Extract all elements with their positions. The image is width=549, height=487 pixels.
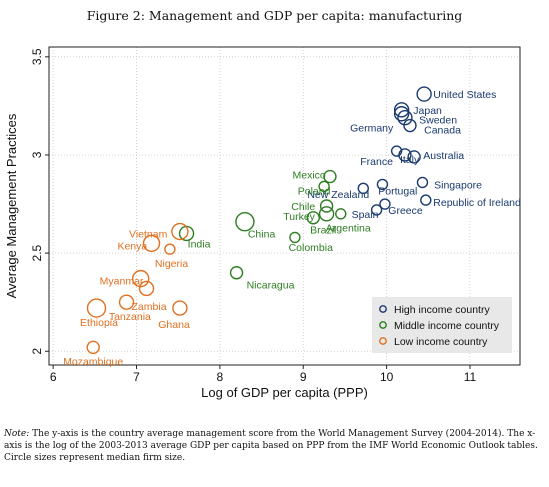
point-label: Colombia [289,242,334,254]
data-point [357,182,369,195]
y-tick-label: 3.5 [30,48,44,65]
data-point [164,243,176,255]
legend-label: Low income country [394,336,488,348]
point-label: Brazil [310,225,336,237]
y-tick-label: 3 [30,151,44,158]
point-label: France [360,156,393,168]
point-label: Mozambique [63,356,123,368]
x-tick-label: 11 [464,370,477,384]
point-label: Myanmar [100,276,144,288]
data-point [289,231,301,244]
point-label: Canada [424,124,461,136]
legend-label: High income country [394,304,490,316]
data-point [142,234,161,252]
data-point [172,300,188,316]
legend-marker [379,305,387,313]
data-point [390,145,403,157]
y-tick-label: 2 [30,348,44,355]
note-text: The y-axis is the country average manage… [4,429,538,463]
data-point [379,198,391,210]
point-label: Ethiopia [80,317,118,329]
point-label: Germany [350,122,394,134]
x-tick-label: 10 [380,370,394,384]
data-point [235,212,255,232]
point-label: Italy [400,154,420,166]
data-point [318,206,335,222]
point-label: Poland [298,185,331,197]
data-point [393,106,410,122]
data-point [416,176,429,189]
point-label: Greece [388,205,423,217]
figure-note: Note: The y-axis is the country average … [4,428,542,464]
data-point [131,269,150,288]
x-tick-label: 8 [217,370,224,384]
point-label: Turkey [283,211,315,223]
figure-title: Figure 2: Management and GDP per capita:… [86,8,463,23]
data-point [229,266,244,280]
y-axis-label: Average Management Practices [4,113,19,298]
data-point [397,109,413,126]
point-label: Australia [423,150,464,162]
point-label: Nicaragua [247,280,295,292]
point-label: Sweden [419,115,457,127]
point-label: Japan [413,105,442,117]
data-point [319,199,334,213]
data-point [376,178,389,191]
point-label: Kenya [117,240,147,252]
point-label: Argentina [326,223,371,235]
data-point [118,294,135,310]
data-point [323,169,337,184]
point-label: Ghana [158,319,190,331]
data-point [407,150,421,164]
point-label: Nigeria [155,258,188,270]
legend-marker [379,321,387,329]
point-label: Zambia [132,301,167,313]
x-tick-label: 9 [300,370,307,384]
data-point [370,204,383,216]
data-point [335,208,347,220]
legend-marker [379,337,387,345]
data-point [138,280,155,297]
point-label: India [188,238,211,250]
scatter-chart: 6 7 8 9 10 11 2 2.5 3 3.5 Log of GDP per capita (P… [4,46,521,400]
data-point [403,118,417,133]
point-label: Spain [352,209,379,221]
data-point [86,340,100,355]
y-tick-label: 2.5 [30,244,44,261]
point-label: Tanzania [109,311,151,323]
point-label: Portugal [378,185,417,197]
point-label: China [248,228,276,240]
x-tick-label: 6 [50,370,57,384]
point-label: New Zealand [307,189,369,201]
x-tick-label: 7 [133,370,140,384]
point-label: United States [433,89,496,101]
point-label: Chile [291,201,315,213]
data-point [171,222,189,241]
data-point [393,102,410,118]
point-label: Republic of Ireland [433,197,521,209]
data-point [416,86,432,102]
point-label: Singapore [434,179,482,191]
point-label: Mexico [292,170,325,182]
legend-box [372,297,512,353]
legend-label: Middle income country [394,320,500,332]
point-label: Vietnam [129,228,168,240]
data-point [306,211,320,225]
note-label: Note: [4,429,30,439]
x-axis-label: Log of GDP per capita (PPP) [201,385,368,400]
data-point [318,180,330,193]
data-point [420,194,432,206]
data-point [86,298,107,318]
plot-frame [48,46,521,366]
